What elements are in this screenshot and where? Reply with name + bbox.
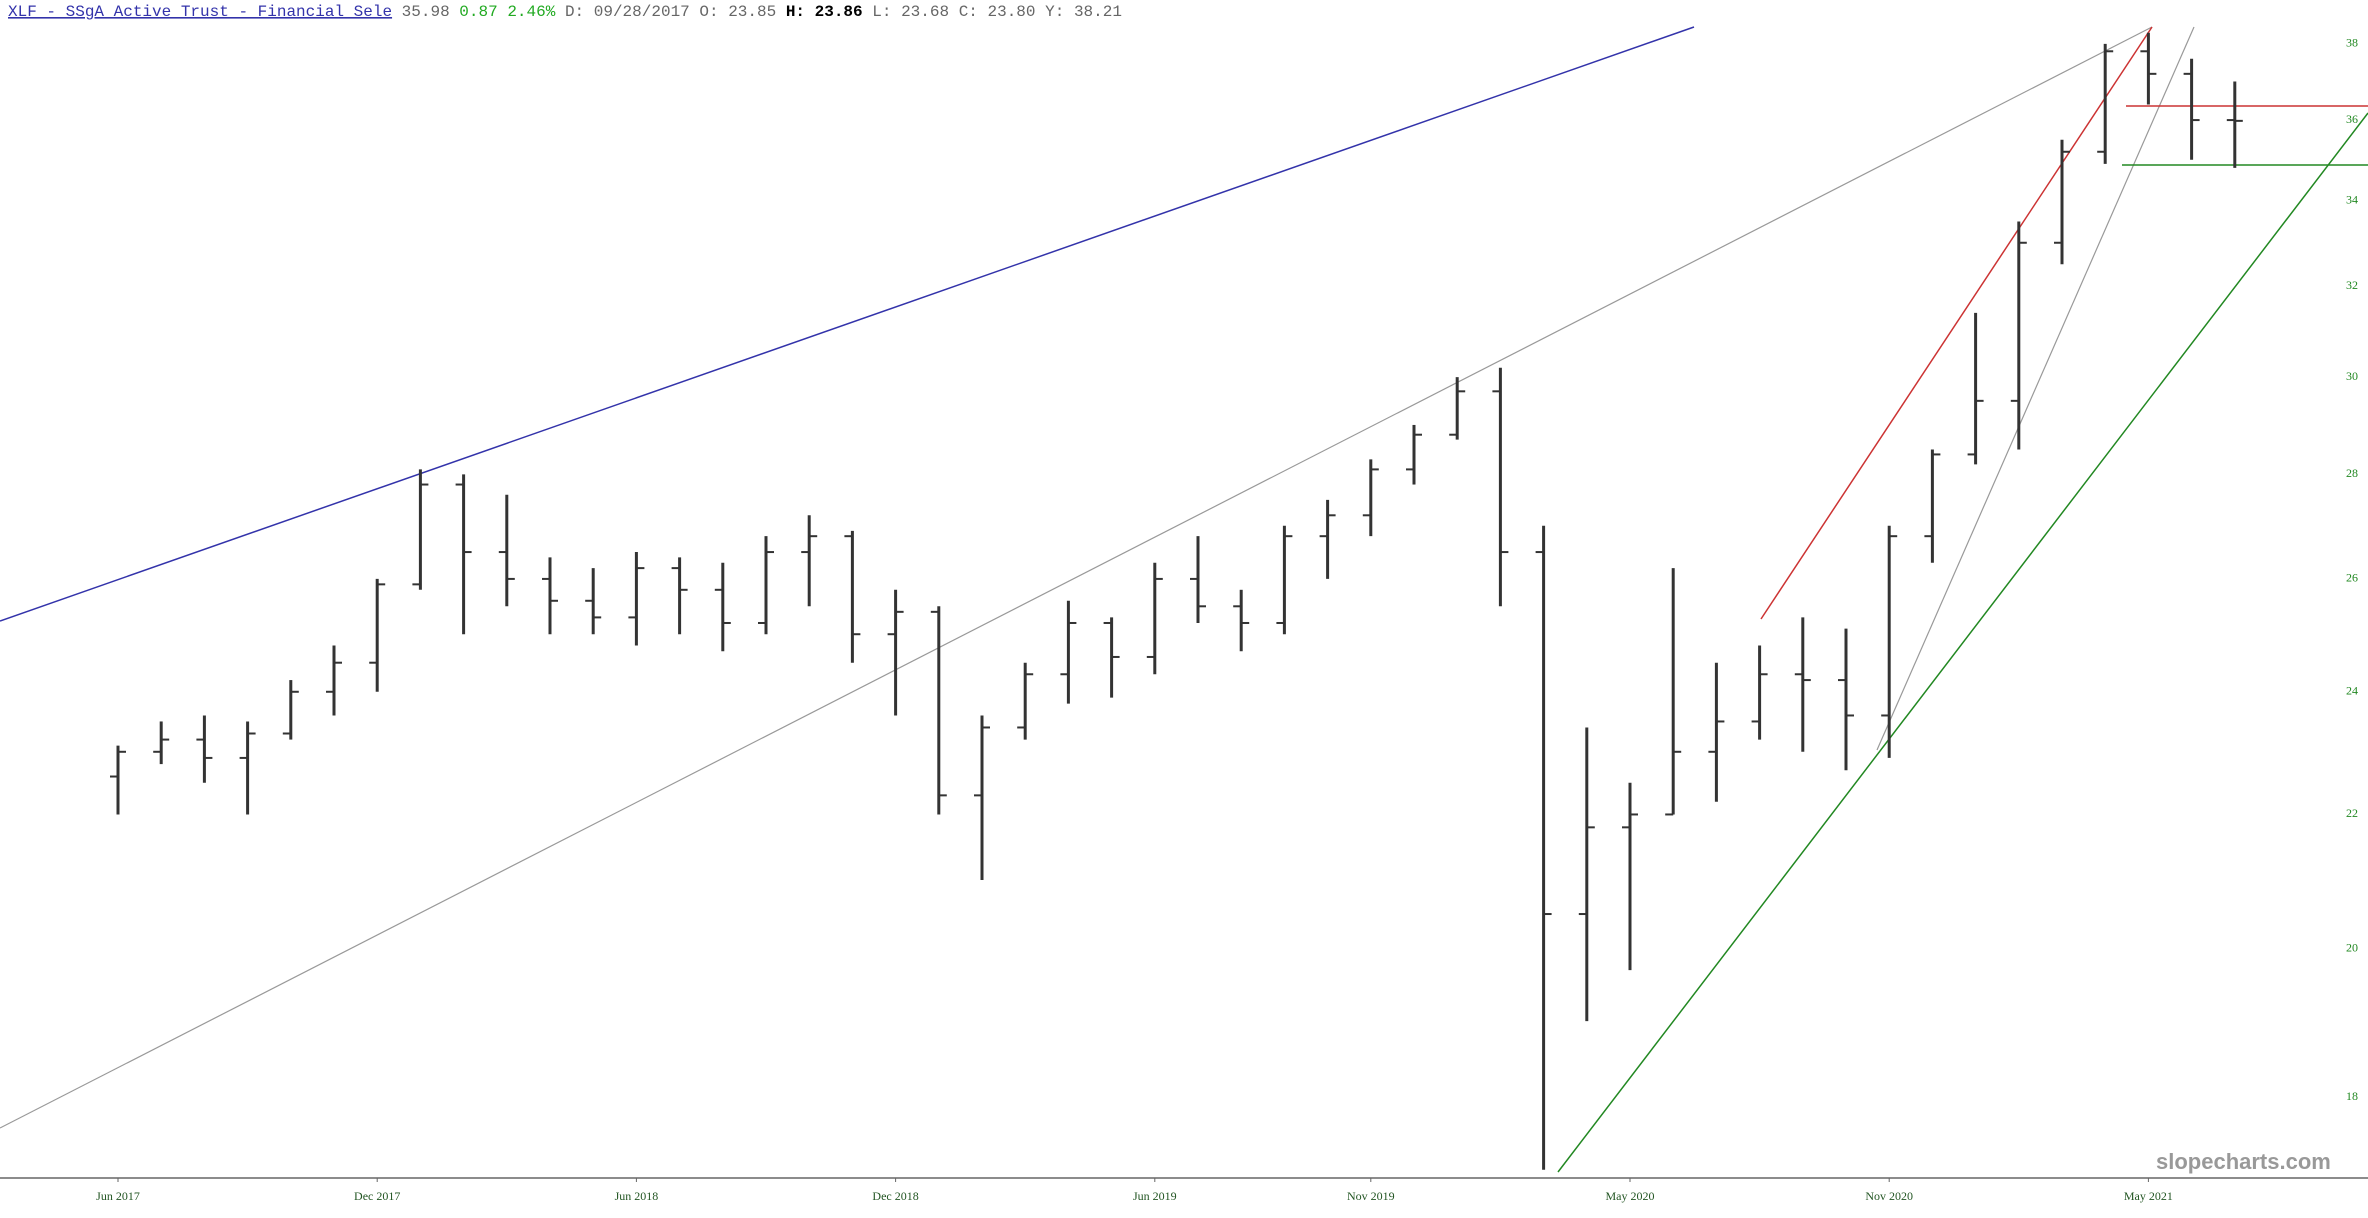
spacer xyxy=(1036,3,1046,21)
x-tick-label: Jun 2019 xyxy=(1133,1189,1177,1203)
change: 0.87 xyxy=(459,3,497,21)
y-tick-label: 34 xyxy=(2346,192,2358,206)
y-tick-label: 22 xyxy=(2346,806,2358,820)
y-tick-label: 38 xyxy=(2346,36,2358,50)
field-label: O: xyxy=(699,3,718,21)
field-value: 23.68 xyxy=(901,3,949,21)
spacer xyxy=(949,3,959,21)
field-label: H: xyxy=(786,3,805,21)
field-value: 23.85 xyxy=(728,3,776,21)
spacer xyxy=(584,3,594,21)
trend-line xyxy=(0,26,2153,1129)
spacer xyxy=(1064,3,1074,21)
field-value: 38.21 xyxy=(1074,3,1122,21)
x-tick-label: Jun 2018 xyxy=(615,1189,659,1203)
x-tick-label: May 2020 xyxy=(1606,1189,1655,1203)
spacer xyxy=(978,3,988,21)
spacer xyxy=(392,3,402,21)
spacer xyxy=(776,3,786,21)
y-tick-label: 24 xyxy=(2346,684,2358,698)
y-tick-label: 20 xyxy=(2346,941,2358,955)
spacer xyxy=(805,3,815,21)
field-value: 23.86 xyxy=(815,3,863,21)
y-tick-label: 32 xyxy=(2346,278,2358,292)
watermark: slopecharts.com xyxy=(2156,1149,2331,1174)
trend-line xyxy=(1876,26,2195,751)
change-pct: 2.46% xyxy=(507,3,555,21)
spacer xyxy=(891,3,901,21)
symbol-title: XLF - SSgA Active Trust - Financial Sele xyxy=(8,3,392,21)
field-label: Y: xyxy=(1045,3,1064,21)
spacer xyxy=(450,3,460,21)
x-tick-label: Nov 2019 xyxy=(1347,1189,1395,1203)
field-value: 23.80 xyxy=(988,3,1036,21)
spacer xyxy=(555,3,565,21)
y-tick-label: 18 xyxy=(2346,1089,2358,1103)
x-tick-label: Nov 2020 xyxy=(1865,1189,1913,1203)
y-tick-label: 28 xyxy=(2346,466,2358,480)
spacer xyxy=(690,3,700,21)
y-tick-label: 26 xyxy=(2346,571,2358,585)
field-value: 09/28/2017 xyxy=(594,3,690,21)
field-label: D: xyxy=(565,3,584,21)
trend-line xyxy=(0,26,1695,622)
field-label: C: xyxy=(959,3,978,21)
y-tick-label: 36 xyxy=(2346,112,2358,126)
x-tick-label: Jun 2017 xyxy=(96,1189,140,1203)
field-label: L: xyxy=(872,3,891,21)
y-tick-label: 30 xyxy=(2346,369,2358,383)
spacer xyxy=(719,3,729,21)
x-tick-label: Dec 2017 xyxy=(354,1189,400,1203)
spacer xyxy=(498,3,508,21)
x-tick-label: Dec 2018 xyxy=(872,1189,918,1203)
last-price: 35.98 xyxy=(402,3,450,21)
trend-line xyxy=(1760,26,2153,620)
trend-line xyxy=(1557,112,2368,1173)
spacer xyxy=(863,3,873,21)
header: XLF - SSgA Active Trust - Financial Sele… xyxy=(8,3,1122,21)
x-tick-label: May 2021 xyxy=(2124,1189,2173,1203)
